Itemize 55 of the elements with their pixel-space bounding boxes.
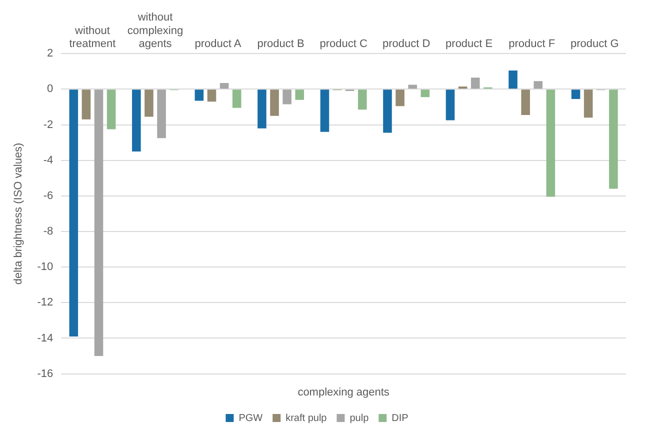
y-tick-label: -12: [37, 296, 54, 309]
x-tick-label: product G: [570, 38, 619, 50]
bar: [94, 90, 104, 356]
bar: [295, 90, 304, 100]
bar: [408, 84, 417, 89]
x-tick-label: product C: [320, 38, 368, 50]
legend-label: pulp: [350, 412, 370, 424]
x-tick-label: without treatment: [69, 24, 116, 50]
bar: [546, 90, 556, 197]
y-tick-label: -4: [43, 154, 54, 166]
bar: [534, 81, 543, 89]
y-tick-label: 2: [46, 48, 54, 60]
y-tick-label: -14: [37, 332, 54, 344]
bar: [508, 70, 518, 89]
bar: [320, 90, 330, 132]
bar: [383, 90, 392, 133]
bar: [396, 90, 404, 106]
bar: [194, 90, 204, 101]
x-axis-title: complexing agents: [298, 386, 390, 398]
bar: [521, 90, 530, 115]
bar: [132, 90, 141, 152]
bar: [584, 90, 593, 118]
y-axis-title: delta brightness (ISO values): [12, 142, 25, 285]
bar: [609, 90, 618, 189]
bar: [270, 90, 279, 116]
y-tick-label: -6: [43, 190, 54, 202]
y-tick-label: 0: [46, 83, 54, 96]
x-tick-label: product E: [446, 38, 493, 50]
bar: [446, 90, 455, 120]
bar: [82, 90, 91, 120]
y-tick-label: -16: [37, 368, 54, 380]
bar: [420, 90, 430, 98]
legend-label: DIP: [392, 412, 409, 424]
y-tick-label: -2: [43, 118, 54, 131]
bar: [207, 90, 216, 102]
x-tick-label: product A: [194, 38, 242, 50]
bar: [258, 90, 266, 128]
bar: [470, 78, 480, 89]
y-tick-label: -8: [43, 226, 54, 238]
bar: [144, 90, 154, 117]
x-tick-label: product B: [257, 38, 304, 50]
legend-label: kraft pulp: [286, 412, 328, 424]
bar: [358, 90, 367, 110]
x-tick-label: without complexing agents: [127, 12, 184, 50]
bar: [220, 82, 229, 89]
bar: [232, 90, 242, 108]
bar: [69, 90, 78, 336]
x-tick-label: product F: [508, 38, 556, 50]
bar: [571, 90, 580, 99]
x-tick-label: product D: [382, 38, 430, 50]
bar: [157, 90, 166, 138]
bar: [282, 90, 292, 104]
y-tick-label: -10: [37, 261, 54, 274]
bar: [106, 90, 116, 130]
legend-label: PGW: [238, 412, 264, 424]
